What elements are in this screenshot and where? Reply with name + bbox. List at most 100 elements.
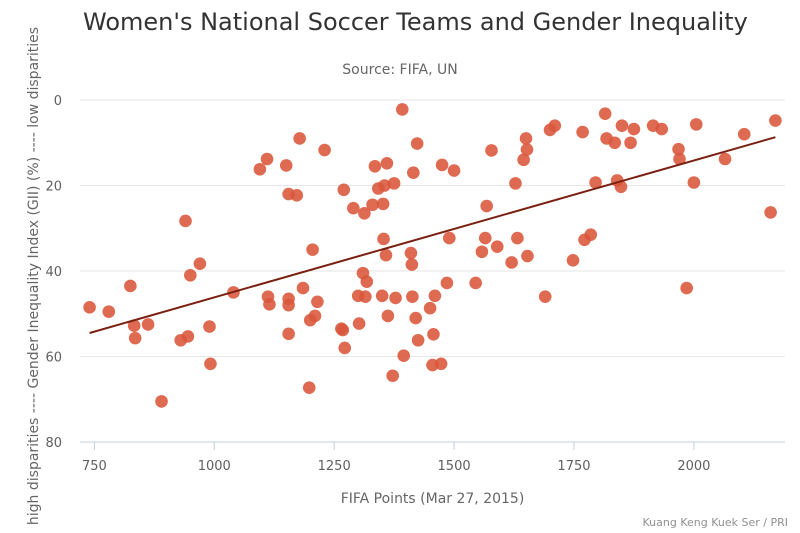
data-point[interactable] (368, 159, 382, 173)
data-point[interactable] (377, 232, 390, 246)
data-point[interactable] (423, 301, 437, 315)
data-point[interactable] (521, 249, 534, 263)
data-point[interactable] (689, 118, 703, 131)
data-point[interactable] (480, 199, 493, 213)
data-point[interactable] (614, 180, 628, 194)
data-point[interactable] (764, 206, 777, 219)
data-point[interactable] (308, 309, 322, 323)
data-point[interactable] (519, 132, 533, 145)
data-point[interactable] (428, 289, 442, 303)
data-point[interactable] (405, 258, 419, 271)
data-point[interactable] (680, 281, 693, 295)
data-point[interactable] (358, 206, 371, 220)
data-point[interactable] (181, 330, 195, 343)
data-point[interactable] (566, 254, 580, 267)
data-point[interactable] (318, 143, 331, 157)
data-point[interactable] (376, 197, 390, 211)
data-point[interactable] (302, 381, 316, 395)
data-point[interactable] (505, 256, 518, 269)
data-point[interactable] (389, 291, 402, 305)
data-point[interactable] (260, 152, 274, 166)
data-point[interactable] (409, 311, 423, 325)
data-point[interactable] (442, 231, 456, 245)
data-point[interactable] (381, 309, 395, 323)
data-point[interactable] (410, 137, 424, 150)
data-point[interactable] (548, 119, 562, 132)
data-point[interactable] (655, 122, 669, 136)
data-point[interactable] (203, 320, 216, 333)
data-point[interactable] (290, 189, 304, 202)
data-point[interactable] (411, 333, 425, 347)
data-point[interactable] (347, 201, 360, 215)
data-point[interactable] (406, 290, 419, 303)
data-point[interactable] (193, 257, 207, 271)
data-point[interactable] (263, 298, 276, 311)
data-point[interactable] (155, 395, 168, 408)
data-point[interactable] (311, 295, 324, 309)
data-point[interactable] (440, 276, 454, 290)
data-point[interactable] (359, 290, 372, 303)
data-point[interactable] (520, 143, 534, 156)
data-point[interactable] (673, 152, 686, 166)
x-axis-ticks: 750 1000 1250 1500 1750 2000 (82, 442, 710, 474)
data-point[interactable] (296, 281, 310, 295)
data-point[interactable] (279, 159, 293, 172)
data-point[interactable] (517, 153, 530, 167)
data-point[interactable] (338, 341, 352, 355)
data-point[interactable] (447, 164, 461, 177)
data-point[interactable] (141, 318, 155, 331)
data-point[interactable] (478, 231, 492, 245)
data-point[interactable] (624, 136, 637, 150)
data-point[interactable] (204, 357, 217, 371)
data-point[interactable] (293, 132, 306, 145)
data-point[interactable] (469, 276, 482, 290)
data-point[interactable] (718, 152, 732, 166)
data-point[interactable] (184, 268, 197, 282)
data-point[interactable] (509, 177, 522, 190)
data-point[interactable] (378, 179, 391, 192)
data-point[interactable] (336, 323, 350, 337)
data-point[interactable] (128, 331, 142, 345)
data-point[interactable] (576, 125, 589, 139)
data-point[interactable] (672, 142, 685, 156)
data-point[interactable] (366, 198, 379, 212)
data-point[interactable] (538, 290, 552, 303)
data-point[interactable] (615, 119, 629, 132)
data-point[interactable] (434, 357, 448, 371)
data-point[interactable] (124, 279, 137, 293)
data-point[interactable] (769, 114, 782, 127)
data-point[interactable] (490, 240, 504, 253)
data-point[interactable] (179, 214, 192, 228)
data-point[interactable] (598, 107, 612, 120)
data-point[interactable] (337, 183, 351, 197)
data-point[interactable] (608, 136, 622, 150)
data-point[interactable] (282, 298, 295, 312)
data-point[interactable] (352, 317, 366, 330)
data-point[interactable] (407, 166, 420, 179)
data-point[interactable] (386, 369, 399, 383)
data-point[interactable] (485, 144, 498, 157)
data-point[interactable] (397, 349, 411, 362)
data-point[interactable] (380, 156, 394, 170)
data-point[interactable] (627, 122, 641, 136)
data-point[interactable] (83, 301, 96, 314)
data-point[interactable] (435, 158, 449, 172)
data-point[interactable] (360, 275, 374, 288)
data-point[interactable] (306, 243, 319, 256)
data-point[interactable] (427, 327, 440, 341)
data-point[interactable] (102, 305, 116, 318)
data-point[interactable] (253, 162, 267, 176)
data-point[interactable] (511, 231, 524, 245)
data-point[interactable] (379, 248, 393, 262)
data-point[interactable] (282, 327, 295, 341)
data-point[interactable] (375, 289, 389, 303)
data-point[interactable] (584, 228, 598, 241)
data-point[interactable] (687, 176, 701, 189)
data-point[interactable] (589, 176, 602, 189)
data-point[interactable] (387, 177, 401, 190)
data-point[interactable] (737, 127, 751, 141)
data-point[interactable] (395, 103, 409, 116)
data-point[interactable] (404, 246, 418, 260)
data-point[interactable] (127, 319, 141, 333)
data-point[interactable] (475, 245, 489, 259)
